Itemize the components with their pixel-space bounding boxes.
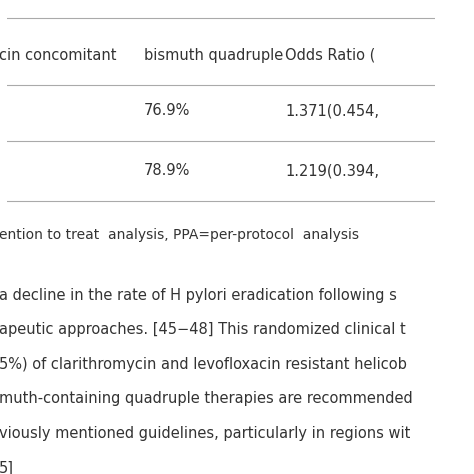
Text: 1.371(0.454,: 1.371(0.454,	[285, 103, 379, 118]
Text: 76.9%: 76.9%	[144, 103, 191, 118]
Text: 78.9%: 78.9%	[144, 163, 191, 178]
Text: 5%) of clarithromycin and levofloxacin resistant helicob: 5%) of clarithromycin and levofloxacin r…	[0, 357, 407, 372]
Text: muth-containing quadruple therapies are recommended: muth-containing quadruple therapies are …	[0, 391, 412, 406]
Text: a decline in the rate of H pylori eradication following s: a decline in the rate of H pylori eradic…	[0, 288, 397, 302]
Text: bismuth quadruple: bismuth quadruple	[144, 48, 283, 63]
Text: Odds Ratio (: Odds Ratio (	[285, 48, 376, 63]
Text: 5]: 5]	[0, 460, 14, 474]
Text: cin concomitant: cin concomitant	[0, 48, 116, 63]
Text: viously mentioned guidelines, particularly in regions wit: viously mentioned guidelines, particular…	[0, 426, 410, 441]
Text: apeutic approaches. [45−48] This randomized clinical t: apeutic approaches. [45−48] This randomi…	[0, 322, 406, 337]
Text: ention to treat  analysis, PPA=per-protocol  analysis: ention to treat analysis, PPA=per-protoc…	[0, 228, 359, 242]
Text: 1.219(0.394,: 1.219(0.394,	[285, 163, 379, 178]
